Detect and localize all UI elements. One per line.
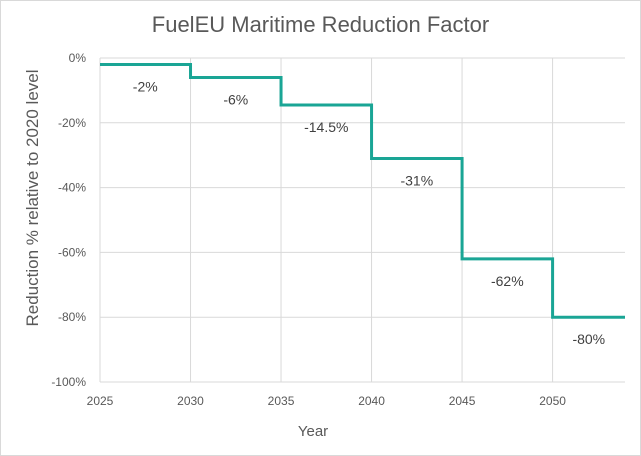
data-label: -80%	[572, 331, 605, 347]
data-labels: -2% -6% -14.5% -31% -62% -80%	[133, 78, 605, 347]
series-line	[100, 62, 625, 319]
x-tick-label: 2030	[177, 394, 204, 408]
y-tick-label: -80%	[58, 310, 86, 324]
y-tick-label: -40%	[58, 181, 86, 195]
data-label: -62%	[491, 273, 524, 289]
x-tick-label: 2050	[539, 394, 566, 408]
data-label: -2%	[133, 78, 158, 94]
y-tick-labels: 0% -20% -40% -60% -80% -100%	[51, 51, 86, 389]
y-tick-label: 0%	[69, 51, 87, 65]
data-label: -14.5%	[304, 119, 348, 135]
y-tick-label: -100%	[51, 375, 86, 389]
data-label: -31%	[400, 172, 433, 188]
series-line-group	[100, 62, 625, 319]
x-axis	[99, 57, 625, 382]
x-tick-label: 2025	[87, 394, 114, 408]
x-tick-label: 2045	[449, 394, 476, 408]
chart-title: FuelEU Maritime Reduction Factor	[151, 12, 490, 37]
y-tick-label: -60%	[58, 245, 86, 259]
x-tick-labels: 2025 2030 2035 2040 2045 2050	[87, 394, 567, 408]
gridlines	[100, 122, 625, 383]
x-tick-label: 2035	[268, 394, 295, 408]
x-axis-title: Year	[297, 423, 329, 440]
x-tick-label: 2040	[358, 394, 385, 408]
data-label: -6%	[223, 91, 248, 107]
y-tick-label: -20%	[58, 116, 86, 130]
